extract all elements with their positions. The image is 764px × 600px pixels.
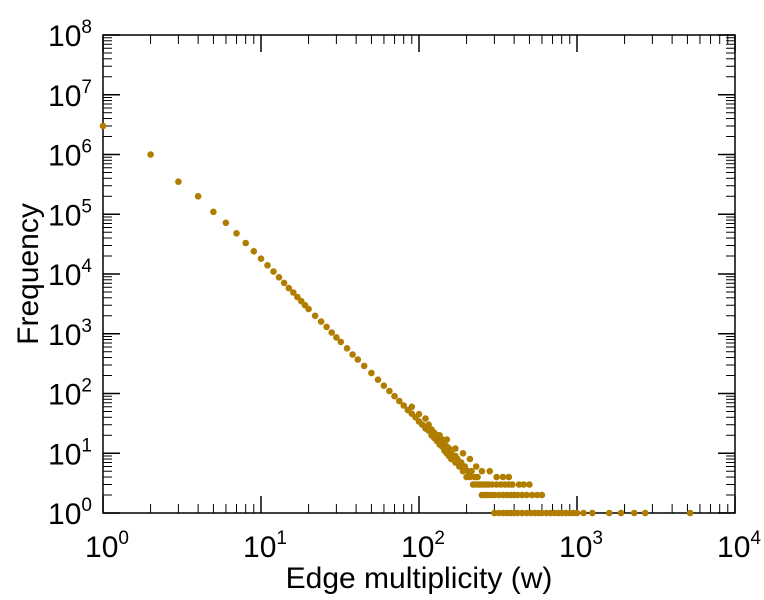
- data-point: [222, 219, 230, 227]
- data-point: [514, 491, 521, 499]
- data-point: [443, 436, 451, 443]
- data-point: [641, 509, 649, 517]
- x-tick-labels: 100 101 102 103 104: [85, 528, 761, 564]
- y-axis-title: Frequency: [12, 203, 45, 345]
- data-point: [233, 230, 240, 237]
- data-point: [573, 509, 581, 517]
- data-point: [617, 509, 625, 517]
- data-point: [391, 392, 398, 400]
- minor-ticks: [103, 35, 735, 513]
- data-point: [533, 491, 541, 499]
- data-points: [99, 122, 694, 517]
- data-point: [509, 481, 516, 488]
- data-point: [466, 455, 474, 463]
- y-tick-label: 106: [48, 137, 92, 173]
- data-point: [468, 467, 475, 475]
- data-point: [360, 362, 368, 370]
- y-tick-labels: 100 101 102 103 104 105 106 107 108: [48, 17, 92, 531]
- data-point: [630, 509, 638, 517]
- data-point: [408, 403, 416, 411]
- data-point: [285, 284, 293, 292]
- data-point: [147, 151, 154, 158]
- data-point: [466, 473, 474, 481]
- data-point: [396, 397, 403, 405]
- data-point: [250, 248, 258, 255]
- y-tick-label: 103: [48, 316, 92, 352]
- data-point: [686, 509, 694, 517]
- y-tick-label: 108: [48, 17, 92, 53]
- y-tick-label: 107: [48, 77, 92, 113]
- data-point: [606, 509, 613, 517]
- data-point: [538, 491, 546, 499]
- y-tick-label: 102: [48, 376, 92, 412]
- x-tick-label: 102: [401, 528, 445, 564]
- data-point: [478, 467, 486, 475]
- major-ticks: [102, 34, 736, 514]
- data-point: [343, 345, 351, 352]
- data-point: [242, 239, 249, 247]
- data-point: [380, 382, 388, 390]
- x-axis-title: Edge multiplicity (w): [286, 562, 553, 595]
- data-point: [472, 463, 480, 470]
- data-point: [280, 279, 288, 287]
- data-point: [436, 432, 443, 439]
- data-point: [311, 312, 319, 320]
- y-tick-label: 100: [48, 495, 92, 531]
- data-point: [305, 305, 312, 313]
- data-point: [328, 329, 336, 336]
- y-tick-label: 101: [48, 435, 92, 471]
- plot-frame: [102, 34, 736, 514]
- data-point: [210, 208, 217, 216]
- data-point: [264, 262, 271, 269]
- data-point: [580, 509, 587, 517]
- data-point: [505, 473, 513, 481]
- data-point: [415, 410, 423, 418]
- data-point: [386, 387, 393, 395]
- data-point: [270, 268, 277, 275]
- data-point: [526, 481, 533, 488]
- x-tick-label: 103: [559, 528, 603, 564]
- data-point: [523, 491, 530, 499]
- data-point: [474, 473, 481, 481]
- data-point: [290, 289, 297, 296]
- data-point: [461, 463, 469, 470]
- data-point: [349, 351, 356, 358]
- data-point: [493, 473, 500, 481]
- x-tick-label: 100: [85, 528, 129, 564]
- data-point: [425, 421, 432, 429]
- y-tick-label: 104: [48, 256, 92, 292]
- data-point: [317, 318, 325, 325]
- x-tick-label: 104: [717, 528, 761, 564]
- data-point: [589, 509, 596, 517]
- data-point: [422, 415, 429, 422]
- data-point: [486, 467, 494, 475]
- data-point: [368, 369, 375, 377]
- data-point: [528, 491, 536, 499]
- data-point: [99, 122, 107, 130]
- data-point: [400, 402, 408, 409]
- data-point: [515, 481, 523, 488]
- data-point: [354, 356, 362, 363]
- data-point: [514, 509, 521, 517]
- data-point: [337, 338, 345, 346]
- data-point: [257, 255, 265, 262]
- data-point: [520, 481, 527, 488]
- data-point: [275, 274, 283, 281]
- x-tick-label: 101: [243, 528, 287, 564]
- data-point: [374, 376, 382, 384]
- data-point: [333, 334, 340, 341]
- data-point: [175, 178, 182, 185]
- data-point: [323, 323, 330, 331]
- data-point: [294, 293, 301, 301]
- data-point: [499, 473, 507, 481]
- data-point: [459, 450, 467, 457]
- data-point: [452, 445, 459, 452]
- y-tick-label: 105: [48, 196, 92, 232]
- data-point: [194, 193, 202, 200]
